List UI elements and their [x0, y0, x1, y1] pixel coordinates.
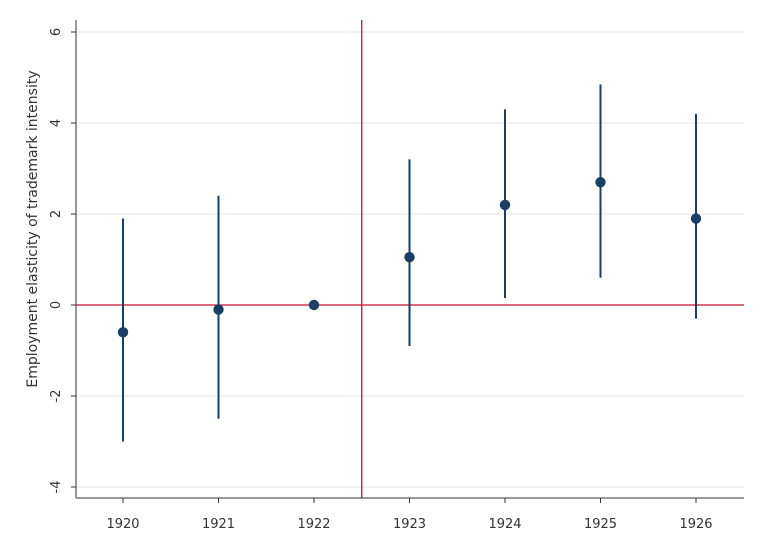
x-tick-label: 1924 — [488, 517, 521, 532]
data-point — [595, 176, 606, 188]
y-tick-label: 6 — [49, 28, 64, 36]
axes: 6 4 2 0 -2 -4 1920 1921 1922 1923 1924 1925 1926 — [49, 20, 744, 532]
x-tick-label: 1921 — [202, 517, 235, 532]
y-tick-label: 2 — [49, 210, 64, 218]
data-layer — [117, 84, 702, 442]
y-tick-label: 4 — [49, 119, 64, 127]
data-point — [690, 213, 702, 224]
x-tick-label: 1925 — [584, 517, 617, 532]
data-point — [499, 199, 511, 211]
x-tick-label: 1923 — [393, 517, 426, 532]
x-tick-label: 1920 — [106, 517, 139, 532]
y-tick-label: -4 — [49, 481, 64, 494]
data-point — [308, 299, 320, 311]
data-point — [117, 327, 129, 338]
data-point — [213, 304, 224, 315]
y-axis-title: Employment elasticity of trademark inten… — [25, 70, 41, 387]
y-tick-label: -2 — [49, 390, 64, 403]
data-point — [404, 252, 415, 263]
x-tick-label: 1926 — [679, 517, 712, 532]
y-tick-label: 0 — [49, 301, 64, 309]
x-tick-label: 1922 — [297, 517, 330, 532]
